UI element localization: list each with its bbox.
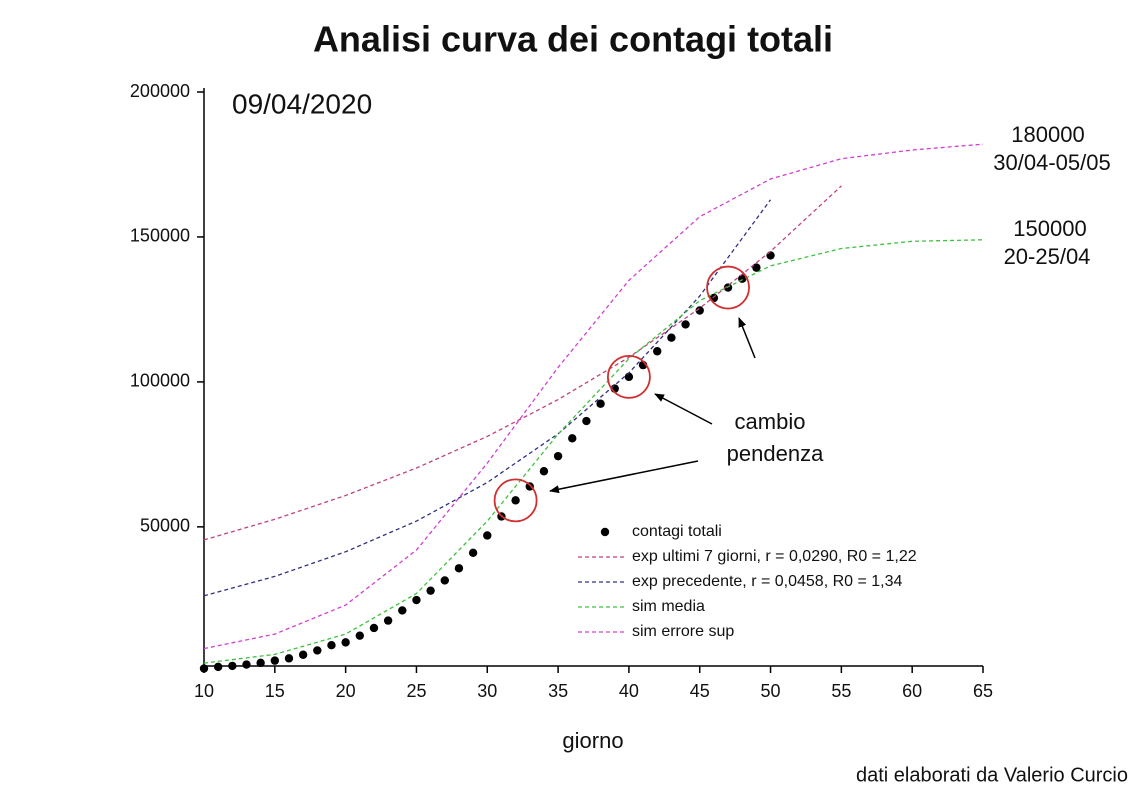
x-tick-label: 40 [619, 681, 639, 701]
data-point [539, 467, 549, 476]
legend-label: contagi totali [632, 523, 722, 540]
annotation: cambio [735, 409, 806, 434]
data-point [553, 451, 563, 461]
legend-label: exp precedente, r = 0,0458, R0 = 1,34 [632, 573, 903, 590]
series-line [203, 143, 984, 650]
credit: dati elaborati da Valerio Curcio [856, 764, 1128, 786]
annotation: 20-25/04 [1004, 244, 1091, 269]
data-point [412, 595, 421, 605]
y-tick-label: 100000 [130, 371, 190, 391]
data-point [624, 372, 634, 382]
y-tick-label: 200000 [130, 81, 190, 101]
arrows [549, 317, 756, 494]
date-label: 09/04/2020 [232, 88, 372, 119]
arrow [549, 460, 699, 494]
data-point [313, 646, 322, 655]
x-tick-label: 10 [194, 681, 214, 701]
legend-marker [600, 527, 610, 537]
x-tick-label: 45 [690, 681, 710, 701]
data-point [369, 623, 379, 633]
x-tick-label: 50 [761, 681, 781, 701]
data-point [752, 263, 761, 272]
data-point [284, 654, 294, 663]
data-point [723, 283, 733, 292]
data-point [596, 399, 605, 408]
annotation: 30/04-05/05 [993, 150, 1110, 175]
data-point [440, 576, 449, 585]
data-point [766, 251, 775, 260]
legend-label: sim errore sup [632, 623, 734, 640]
data-point [582, 416, 591, 426]
arrow [738, 317, 756, 359]
data-point [511, 496, 520, 505]
data-point [695, 306, 704, 315]
data-point [398, 606, 407, 615]
x-tick-label: 65 [973, 681, 993, 701]
data-point [355, 631, 364, 640]
chart-title: Analisi curva dei contagi totali [313, 19, 833, 60]
annotation: 180000 [1011, 122, 1084, 147]
data-point [568, 434, 577, 443]
y-tick-label: 50000 [140, 516, 190, 536]
highlight-circle [493, 478, 538, 523]
series-line [203, 239, 984, 664]
data-point [327, 641, 336, 650]
x-tick-label: 35 [548, 681, 568, 701]
legend-label: sim media [632, 598, 705, 615]
x-tick-label: 55 [831, 681, 851, 701]
data-point [426, 586, 435, 595]
data-point [298, 650, 308, 659]
data-point [653, 347, 662, 356]
data-point [454, 564, 464, 573]
annotation: 150000 [1013, 216, 1086, 241]
annotation: pendenza [727, 441, 824, 466]
data-point [270, 656, 280, 665]
highlight-circle [607, 354, 651, 399]
data-point [483, 531, 492, 540]
x-tick-label: 20 [336, 681, 356, 701]
x-tick-label: 15 [265, 681, 285, 701]
arrow [654, 393, 713, 425]
data-point [525, 482, 534, 491]
x-tick-label: 60 [902, 681, 922, 701]
data-point [213, 662, 223, 672]
data-point [667, 333, 676, 342]
data-point [341, 638, 350, 647]
legend-label: exp ultimi 7 giorni, r = 0,0290, R0 = 1,… [632, 548, 917, 565]
x-tick-label: 30 [477, 681, 497, 701]
data-point [681, 320, 690, 329]
y-tick-label: 150000 [130, 226, 190, 246]
series-line [203, 185, 842, 541]
data-point [242, 660, 251, 669]
data-point [199, 664, 209, 673]
x-axis-label: giorno [562, 728, 623, 753]
data-point [228, 661, 237, 671]
x-tick-label: 25 [406, 681, 426, 701]
data-point [383, 616, 393, 625]
data-point [256, 658, 265, 668]
data-point [468, 548, 478, 558]
series-line [203, 199, 772, 597]
highlight-circle [706, 265, 750, 310]
